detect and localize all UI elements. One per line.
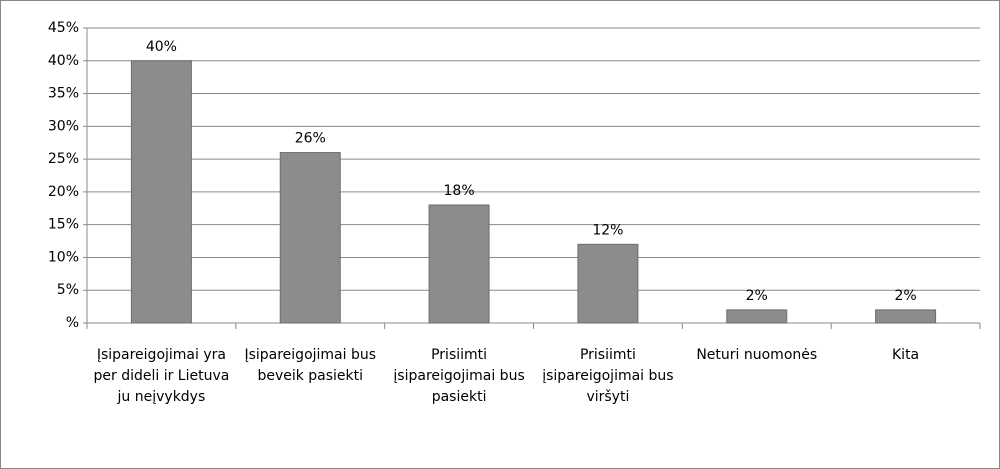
y-tick-label: 10%	[48, 249, 79, 265]
bar	[875, 309, 937, 324]
x-tick-label: Įsipareigojimai yra per dideli ir Lietuv…	[93, 347, 230, 405]
x-tick-label: Neturi nuomonės	[696, 347, 818, 363]
value-label: 18%	[444, 183, 475, 199]
y-tick-label: 15%	[48, 217, 79, 233]
value-label: 2%	[894, 288, 916, 304]
x-tick-label: Prisiimti įsipareigojimai bus pasiekti	[393, 347, 525, 405]
y-tick-label: 25%	[48, 151, 79, 167]
bar	[726, 309, 788, 324]
y-tick-label: 30%	[48, 118, 79, 134]
y-tick-label: 20%	[48, 184, 79, 200]
y-tick-label: 45%	[48, 20, 79, 36]
value-label: 2%	[746, 288, 768, 304]
bar	[279, 152, 341, 324]
bar	[428, 204, 490, 324]
value-label: 12%	[592, 222, 623, 238]
bar	[577, 243, 639, 324]
y-tick-label: 40%	[48, 53, 79, 69]
x-tick-label: Prisiimti įsipareigojimai bus viršyti	[542, 347, 674, 405]
y-tick-label: 35%	[48, 86, 79, 102]
x-tick-label: Kita	[892, 347, 920, 363]
x-tick-label: Įsipareigojimai bus beveik pasiekti	[244, 347, 377, 384]
y-tick-label: %	[66, 315, 79, 331]
value-label: 40%	[146, 39, 177, 55]
y-tick-label: 5%	[57, 282, 79, 298]
value-label: 26%	[295, 131, 326, 147]
bar	[130, 60, 192, 324]
